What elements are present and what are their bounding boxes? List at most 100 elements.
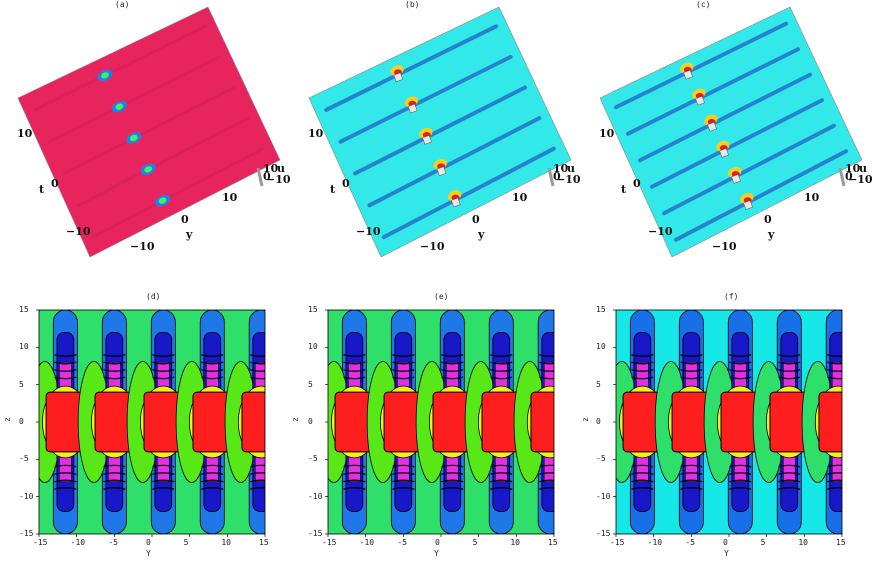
density-contour (441, 361, 464, 365)
density-red-core (818, 391, 842, 453)
y-tick-label: 0 (308, 417, 313, 426)
density-contour (54, 376, 77, 380)
density-contour (103, 464, 126, 468)
panel-b-y-tick-mid: 0 (472, 213, 480, 226)
panel-b-u-tick-mid: 0 (553, 170, 561, 183)
surface-plane (599, 6, 863, 258)
surface-peak-cap (719, 148, 729, 158)
panel-a-u-label: u (277, 162, 285, 175)
density-contour (827, 376, 842, 380)
panel-b-t-tick-mid: 0 (342, 177, 350, 190)
y-tick-label: 10 (596, 342, 606, 352)
density-contour (201, 479, 224, 483)
x-tick-label: -5 (685, 538, 695, 547)
surface-ridge (674, 149, 848, 242)
panel-c-t-label: t (621, 183, 627, 196)
surface-peak-core (144, 166, 153, 173)
panel-c-y-tick-mid: 0 (764, 213, 772, 226)
density-contour (631, 354, 654, 357)
y-tick-label: -15 (308, 529, 323, 538)
density-contour (490, 487, 513, 490)
surface-u-axis (256, 167, 264, 187)
density-contour (539, 354, 554, 357)
density-contour (631, 487, 654, 490)
density-contour (778, 376, 801, 380)
surface-peak-core (115, 103, 124, 110)
x-tick-label: 0 (435, 538, 440, 547)
panel-a-t-label: t (39, 183, 45, 196)
density-contour (54, 464, 77, 468)
panel-e-xlabel: Y (434, 549, 439, 558)
density-contour (392, 361, 415, 365)
surface-u-axis (838, 167, 846, 187)
surface-ridge (381, 146, 556, 240)
surface-peak-core (129, 134, 138, 142)
density-contour (778, 472, 801, 475)
y-tick-label: -10 (19, 491, 34, 501)
x-tick-label: 15 (836, 538, 846, 547)
density-contour (827, 464, 842, 468)
density-contour (680, 376, 703, 380)
surface-c (599, 6, 863, 258)
x-tick-label: 10 (221, 538, 231, 547)
density-contour (103, 369, 126, 372)
density-contour (490, 361, 513, 365)
density-contour (729, 472, 752, 475)
density-contour (490, 472, 513, 475)
density-contour (392, 487, 415, 490)
density-contour (103, 354, 126, 357)
density-contour (54, 354, 77, 357)
surface-b (308, 6, 572, 258)
x-tick-label: -10 (70, 538, 86, 547)
density-contour (680, 361, 703, 365)
x-tick-label: 0 (723, 538, 728, 547)
density-contour (201, 361, 224, 365)
density-contour (680, 472, 703, 475)
density-contour (778, 354, 801, 357)
panel-c-y-tick-left: −10 (712, 240, 737, 253)
x-tick-label: -15 (322, 538, 337, 547)
density-contour (392, 464, 415, 468)
density-contour (152, 464, 175, 468)
panel-b-title: (b) (405, 0, 420, 9)
surface-peak-core (101, 72, 109, 79)
y-tick-label: 5 (19, 379, 24, 389)
x-tick-label: -10 (359, 538, 375, 547)
density-contour (250, 376, 265, 380)
density-contour (827, 369, 842, 372)
density-contour (827, 487, 842, 490)
panel-b-u-tick-bottom: −10 (556, 173, 581, 186)
density-contour (441, 369, 464, 372)
x-tick-label: 5 (183, 538, 189, 547)
panel-b-y-tick-right: 10 (512, 191, 528, 204)
density-contour (201, 354, 224, 357)
surface-peak-cap (422, 135, 432, 145)
y-tick-label: 0 (596, 417, 601, 426)
x-tick-label: -15 (610, 538, 625, 547)
density-contour (250, 369, 265, 372)
density-contour (729, 479, 752, 483)
density-contour (680, 369, 703, 372)
density-contour (343, 376, 366, 380)
panel-d-xlabel: Y (146, 549, 151, 558)
surface-ridge (638, 72, 812, 163)
density-contour (441, 376, 464, 380)
density-contour (54, 361, 77, 365)
density-contour (631, 464, 654, 468)
density-contour (539, 464, 554, 468)
x-tick-label: 5 (472, 538, 478, 547)
y-tick-label: 15 (596, 305, 606, 314)
density-contour (343, 369, 366, 372)
surface-ridge (367, 116, 542, 208)
density-contour (152, 361, 175, 365)
surface-peak-cap (451, 197, 461, 208)
density-e (325, 309, 555, 537)
density-contour (729, 354, 752, 357)
surface-peak-cap (695, 95, 705, 106)
density-contour (103, 487, 126, 490)
density-contour (729, 487, 752, 490)
x-tick-label: 10 (510, 538, 520, 547)
density-contour (54, 472, 77, 475)
x-tick-label: -5 (397, 538, 407, 547)
panel-c-t-tick-bottom: −10 (648, 225, 673, 238)
